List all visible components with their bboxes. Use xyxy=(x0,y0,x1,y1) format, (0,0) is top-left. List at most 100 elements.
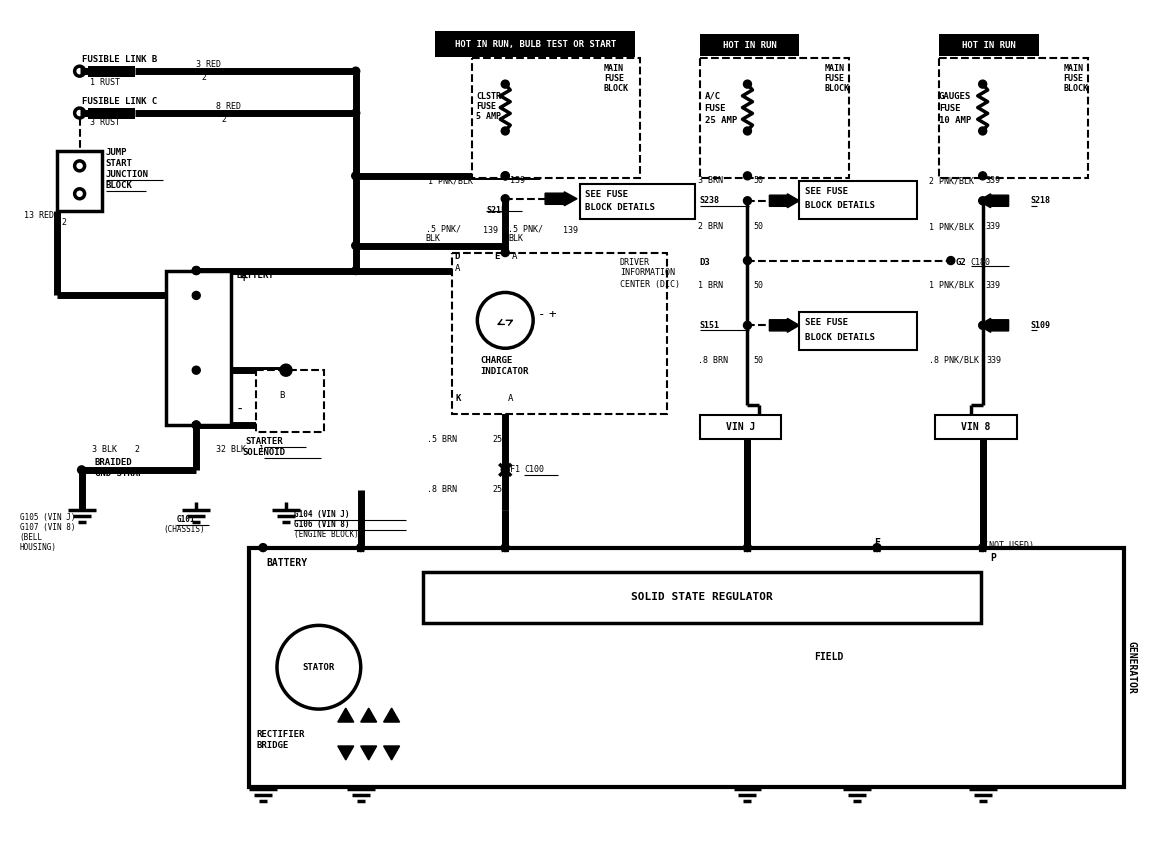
Text: RECTIFIER: RECTIFIER xyxy=(257,729,304,739)
Circle shape xyxy=(193,421,200,429)
Circle shape xyxy=(352,172,360,180)
Circle shape xyxy=(193,267,200,275)
Text: STARTER: STARTER xyxy=(245,437,283,447)
Bar xyxy=(700,59,849,178)
Circle shape xyxy=(979,172,987,180)
Text: SEE FUSE: SEE FUSE xyxy=(806,318,849,327)
Text: D: D xyxy=(454,252,460,261)
Circle shape xyxy=(352,67,360,75)
Circle shape xyxy=(259,543,267,552)
Text: GENERATOR: GENERATOR xyxy=(1126,641,1137,694)
Circle shape xyxy=(743,197,751,205)
Text: GND STRAP: GND STRAP xyxy=(94,469,143,479)
Circle shape xyxy=(352,109,360,117)
Bar xyxy=(166,270,231,425)
Text: (NOT USED): (NOT USED) xyxy=(983,541,1033,550)
Text: JUNCTION: JUNCTION xyxy=(106,170,149,179)
Circle shape xyxy=(193,267,200,275)
Text: 2: 2 xyxy=(135,445,139,455)
Text: 2: 2 xyxy=(201,72,207,82)
Text: FUSE: FUSE xyxy=(1063,74,1083,83)
Circle shape xyxy=(743,172,751,180)
Circle shape xyxy=(282,366,290,375)
Bar xyxy=(935,415,1017,439)
Text: S151: S151 xyxy=(700,321,720,330)
Text: .5 PNK/: .5 PNK/ xyxy=(509,224,543,233)
Text: 1 PNK/BLK: 1 PNK/BLK xyxy=(929,281,974,290)
Circle shape xyxy=(743,127,751,135)
Text: 2 BRN: 2 BRN xyxy=(698,222,722,231)
Text: FUSE: FUSE xyxy=(939,103,960,113)
Circle shape xyxy=(979,321,987,329)
Circle shape xyxy=(356,543,365,552)
Circle shape xyxy=(979,80,987,88)
Text: BLOCK DETAILS: BLOCK DETAILS xyxy=(806,201,875,210)
Text: S215: S215 xyxy=(486,207,506,215)
Text: MAIN: MAIN xyxy=(1063,64,1083,72)
Text: 25 AMP: 25 AMP xyxy=(705,115,737,125)
Text: 339: 339 xyxy=(986,222,1001,231)
Text: 2 PNK/BLK: 2 PNK/BLK xyxy=(929,177,974,185)
Text: P: P xyxy=(990,553,996,562)
Bar xyxy=(257,370,324,432)
Text: FUSE: FUSE xyxy=(824,74,844,83)
Polygon shape xyxy=(383,746,399,760)
Text: -: - xyxy=(539,308,546,321)
Text: S: S xyxy=(358,537,363,548)
Text: FUSIBLE LINK C: FUSIBLE LINK C xyxy=(81,96,157,106)
Circle shape xyxy=(352,242,360,250)
Bar xyxy=(87,108,136,119)
Text: .8 PNK/BLK: .8 PNK/BLK xyxy=(929,356,979,365)
Circle shape xyxy=(502,543,510,552)
Circle shape xyxy=(502,172,510,180)
Text: SOLID STATE REGULATOR: SOLID STATE REGULATOR xyxy=(630,592,772,603)
Bar xyxy=(423,572,981,623)
Circle shape xyxy=(979,543,987,552)
Text: 339: 339 xyxy=(986,281,1001,290)
Text: HOUSING): HOUSING) xyxy=(20,543,57,552)
Bar xyxy=(473,59,640,178)
Text: C100: C100 xyxy=(524,466,545,474)
Circle shape xyxy=(743,80,751,88)
Text: 1 PNK/BLK: 1 PNK/BLK xyxy=(929,222,974,231)
Text: VIN J: VIN J xyxy=(726,422,755,432)
Bar xyxy=(87,66,136,77)
Polygon shape xyxy=(546,192,577,206)
Text: BLOCK DETAILS: BLOCK DETAILS xyxy=(585,203,655,212)
Circle shape xyxy=(979,197,987,205)
Bar xyxy=(700,34,799,56)
Bar xyxy=(799,313,917,350)
Text: HOT IN RUN: HOT IN RUN xyxy=(961,40,1016,50)
Text: E: E xyxy=(495,252,499,261)
Text: G106 (VIN 8): G106 (VIN 8) xyxy=(294,520,349,530)
Circle shape xyxy=(873,543,881,552)
Polygon shape xyxy=(338,746,354,760)
Text: S218: S218 xyxy=(1031,196,1051,205)
Text: FUSIBLE LINK B: FUSIBLE LINK B xyxy=(81,55,157,64)
Text: F1: F1 xyxy=(510,466,520,474)
Text: G104 (VIN J): G104 (VIN J) xyxy=(294,511,349,519)
Text: 339: 339 xyxy=(986,177,1001,185)
Text: FIELD: FIELD xyxy=(814,653,844,662)
Text: 10 AMP: 10 AMP xyxy=(939,115,971,125)
Text: 3 RED: 3 RED xyxy=(196,59,222,69)
Text: (ENGINE BLOCK): (ENGINE BLOCK) xyxy=(294,530,359,539)
Text: GAUGES: GAUGES xyxy=(939,91,971,101)
Text: 139: 139 xyxy=(563,226,578,235)
Text: 5 AMP: 5 AMP xyxy=(476,112,502,121)
Bar xyxy=(700,415,781,439)
Text: 1 BRN: 1 BRN xyxy=(698,281,722,290)
Text: BATTERY: BATTERY xyxy=(266,558,308,567)
Text: G107 (VIN 8): G107 (VIN 8) xyxy=(20,523,75,532)
Polygon shape xyxy=(361,708,376,722)
Bar xyxy=(939,59,1088,178)
Text: SEE FUSE: SEE FUSE xyxy=(585,190,628,199)
Polygon shape xyxy=(770,319,799,332)
Text: CENTER (DIC): CENTER (DIC) xyxy=(620,280,680,289)
Text: 25: 25 xyxy=(492,436,503,444)
Text: BLOCK: BLOCK xyxy=(106,182,132,190)
Bar xyxy=(57,151,101,211)
Text: 50: 50 xyxy=(753,222,764,231)
Text: K: K xyxy=(455,393,461,403)
Text: DRIVER: DRIVER xyxy=(620,258,650,267)
